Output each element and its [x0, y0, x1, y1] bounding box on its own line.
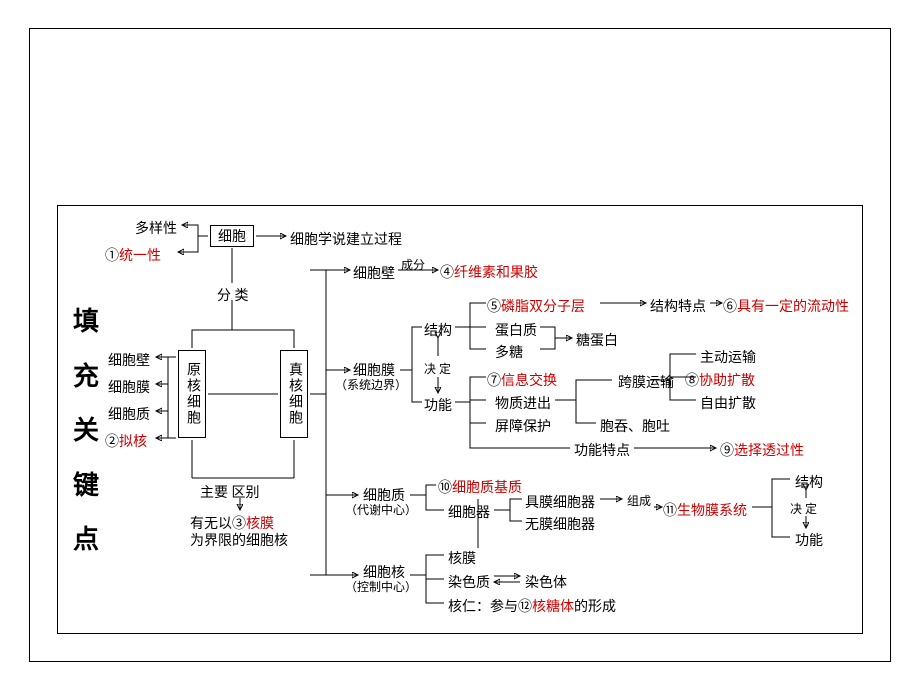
side-title: 填充关键点 — [70, 295, 102, 568]
box-xibao: 细胞 — [210, 225, 254, 247]
answer-11: 生物膜系统 — [677, 504, 747, 519]
label-duoyangxing: 多样性 — [135, 218, 177, 238]
label-kuamo: 跨膜运输 — [618, 372, 674, 392]
label-jiegou2: 结构 — [795, 472, 823, 492]
label-ziyoukuosan: 自由扩散 — [700, 393, 756, 413]
label-yuanhe: 原核细胞 — [182, 362, 202, 426]
label-danbaizhi: 蛋白质 — [495, 320, 537, 340]
answer-8: 协助扩散 — [699, 374, 755, 389]
label-gongneng2: 功能 — [795, 530, 823, 550]
label-gongneng: 功能 — [424, 395, 452, 415]
label-zhenhe: 真核细胞 — [284, 362, 304, 426]
answer-2: 拟核 — [119, 435, 147, 450]
label-kongzhi: （控制中心） — [345, 578, 417, 595]
label-jumo: 具膜细胞器 — [525, 492, 595, 512]
box-zhenhe: 真核细胞 — [280, 350, 308, 438]
label-zucheng: 组成 — [627, 492, 651, 509]
label-ransebody: 染色体 — [525, 572, 567, 592]
answer-7: 信息交换 — [501, 374, 557, 389]
label-xibaozhi: 细胞质 — [108, 404, 150, 424]
label-xibaobi: 细胞壁 — [108, 350, 150, 370]
mark-11: ⑪生物膜系统 — [663, 500, 747, 520]
label-ranse: 染色质 — [448, 572, 490, 592]
answer-1: 统一性 — [119, 249, 161, 264]
label-baotun: 胞吞、胞吐 — [600, 416, 670, 436]
label-pingzhangbaohu: 屏障保护 — [495, 416, 551, 436]
answer-9: 选择透过性 — [734, 444, 804, 459]
label-youwu2: 为界限的细胞核 — [190, 530, 288, 550]
answer-6: 具有一定的流动性 — [737, 300, 849, 315]
label-daixie: （代谢中心） — [345, 501, 417, 518]
box-yuanhe: 原核细胞 — [178, 350, 206, 438]
label-jueding: 决 定 — [424, 360, 451, 377]
label-xibaoqi: 细胞器 — [448, 502, 490, 522]
label-fenlei: 分 类 — [217, 285, 249, 305]
label-zhuyao: 主要 区别 — [200, 482, 260, 502]
label-xitongbianjie: （系统边界） — [335, 376, 407, 393]
answer-12: 核糖体 — [532, 600, 574, 615]
answer-5: 磷脂双分子层 — [501, 300, 585, 315]
mark-4: ④纤维素和果胶 — [440, 262, 538, 282]
label-xueshuo: 细胞学说建立过程 — [290, 229, 402, 249]
mark-10: ⑩细胞质基质 — [438, 477, 522, 497]
label-heren: 核仁：参与⑫核糖体的形成 — [448, 596, 616, 616]
label-duotang: 多糖 — [495, 342, 523, 362]
mark-2: ②拟核 — [105, 431, 147, 451]
label-wuzhijinchu: 物质进出 — [495, 393, 551, 413]
mark-9: ⑨选择透过性 — [720, 440, 804, 460]
label-zhudongyunshu: 主动运输 — [700, 347, 756, 367]
mark-1: ①统一性 — [105, 245, 161, 265]
label-hemo: 核膜 — [448, 548, 476, 568]
label-wall-right: 细胞壁 — [353, 263, 395, 283]
answer-4: 纤维素和果胶 — [454, 266, 538, 281]
label-jiegou: 结构 — [424, 320, 452, 340]
answer-10: 细胞质基质 — [452, 481, 522, 496]
mark-8: ⑧协助扩散 — [685, 370, 755, 390]
label-gongnengtedian: 功能特点 — [574, 440, 630, 460]
mark-7: ⑦信息交换 — [487, 370, 557, 390]
label-xibao: 细胞 — [218, 226, 246, 246]
label-tangdanbai: 糖蛋白 — [576, 330, 618, 350]
label-xibaomo: 细胞膜 — [108, 377, 150, 397]
label-chengfen: 成分 — [401, 256, 425, 273]
label-wumo: 无膜细胞器 — [525, 514, 595, 534]
mark-5: ⑤磷脂双分子层 — [487, 296, 585, 316]
label-jiegoutedian: 结构特点 — [650, 296, 706, 316]
mark-6: ⑥具有一定的流动性 — [723, 296, 849, 316]
label-jueding2: 决 定 — [790, 500, 817, 517]
